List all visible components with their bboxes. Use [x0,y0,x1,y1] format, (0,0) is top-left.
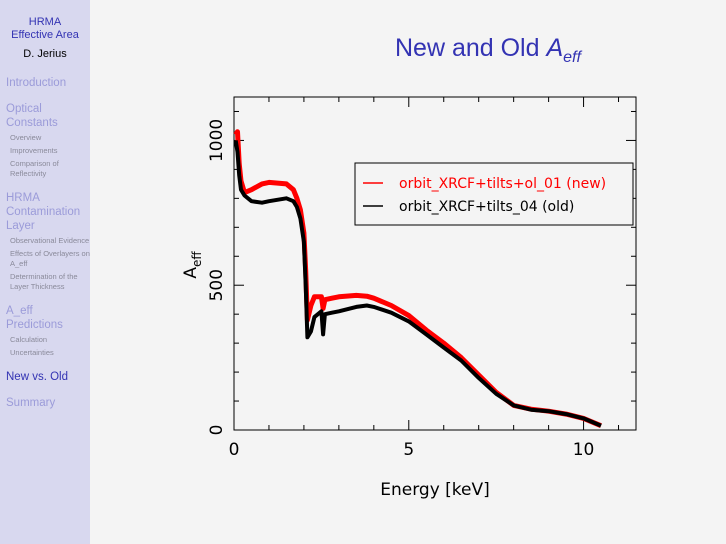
x-tick-label: 0 [229,440,240,460]
sidebar-section[interactable]: New vs. Old [6,371,68,383]
x-tick-label: 10 [573,440,595,460]
sidebar-subsection[interactable]: Comparison of Reflectivity [10,159,59,178]
legend-label: orbit_XRCF+tilts_04 (old) [399,199,574,215]
sidebar-subsection[interactable]: Overview [10,133,42,142]
plot-frame [233,96,637,431]
sidebar-subsection[interactable]: Improvements [10,146,58,155]
author: D. Jerius [23,48,67,60]
y-axis-label: Aeff [181,251,204,279]
presentation-title[interactable]: HRMA Effective Area [0,16,90,42]
sidebar-section[interactable]: A_eff Predictions [6,305,63,331]
sidebar-subsection[interactable]: Determination of the Layer Thickness [10,272,78,291]
x-tick-label: 5 [403,440,414,460]
series-line-old [233,140,602,428]
sidebar-section[interactable]: Introduction [6,77,67,89]
sidebar-subsection[interactable]: Calculation [10,335,48,344]
sidebar-subsection[interactable]: Observational Evidence [10,236,90,245]
sidebar-section[interactable]: HRMA Contamination Layer [6,192,81,232]
title-line: Effective Area [11,29,79,41]
sidebar-subsection[interactable]: Effects of Overlayers on A_eff [10,249,90,268]
slide-title: New and Old Aeff [395,34,581,66]
y-tick-label: 0 [207,425,227,436]
sidebar-subsection[interactable]: Uncertainties [10,348,54,357]
x-axis-label: Energy [keV] [380,480,490,500]
legend-label: orbit_XRCF+tilts+ol_01 (new) [399,176,606,192]
y-tick-label: 500 [207,269,227,301]
legend-box [354,162,634,226]
title-line: HRMA [28,16,62,28]
y-tick-label: 1000 [207,119,227,162]
sidebar-section[interactable]: Optical Constants [6,103,58,129]
sidebar-nav: HRMA Effective Area D. Jerius Introductio… [0,0,90,544]
sidebar-section[interactable]: Summary [6,397,56,409]
